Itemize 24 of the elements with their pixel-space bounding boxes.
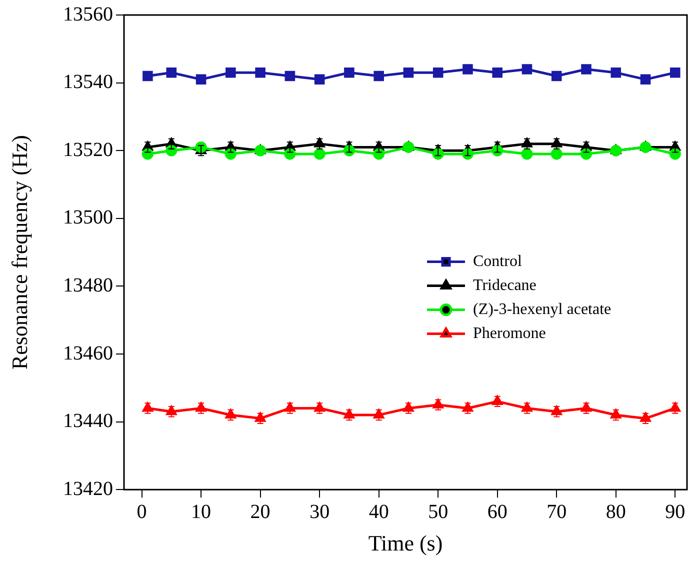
y-tick-label: 13540 bbox=[63, 71, 113, 94]
x-tick-label: 10 bbox=[191, 500, 212, 523]
x-axis-title: Time (s) bbox=[368, 530, 443, 556]
legend-label: Tridecane bbox=[473, 276, 536, 294]
legend-label: Control bbox=[473, 252, 522, 270]
x-tick-label: 30 bbox=[310, 500, 330, 523]
x-tick-label: 80 bbox=[606, 500, 626, 523]
x-tick-label: 40 bbox=[368, 500, 389, 523]
x-tick-label: 0 bbox=[136, 500, 147, 523]
y-tick-label: 13420 bbox=[63, 478, 113, 500]
y-axis-title: Resonance frequency (Hz) bbox=[6, 135, 32, 370]
y-tick-label: 13520 bbox=[63, 138, 113, 161]
x-tick-label: 60 bbox=[487, 500, 508, 523]
x-tick-label: 20 bbox=[250, 500, 270, 523]
y-tick-label: 13440 bbox=[63, 410, 113, 432]
legend-label: (Z)-3-hexenyl acetate bbox=[473, 300, 612, 318]
y-tick-label: 13560 bbox=[63, 3, 113, 26]
y-tick-label: 13480 bbox=[63, 274, 113, 296]
y-tick-label: 13460 bbox=[63, 342, 113, 364]
legend-label: Pheromone bbox=[473, 324, 546, 342]
y-tick-label: 13500 bbox=[63, 206, 113, 229]
x-tick-label: 90 bbox=[665, 500, 686, 523]
x-tick-label: 70 bbox=[546, 500, 567, 523]
x-tick-label: 50 bbox=[428, 500, 448, 523]
